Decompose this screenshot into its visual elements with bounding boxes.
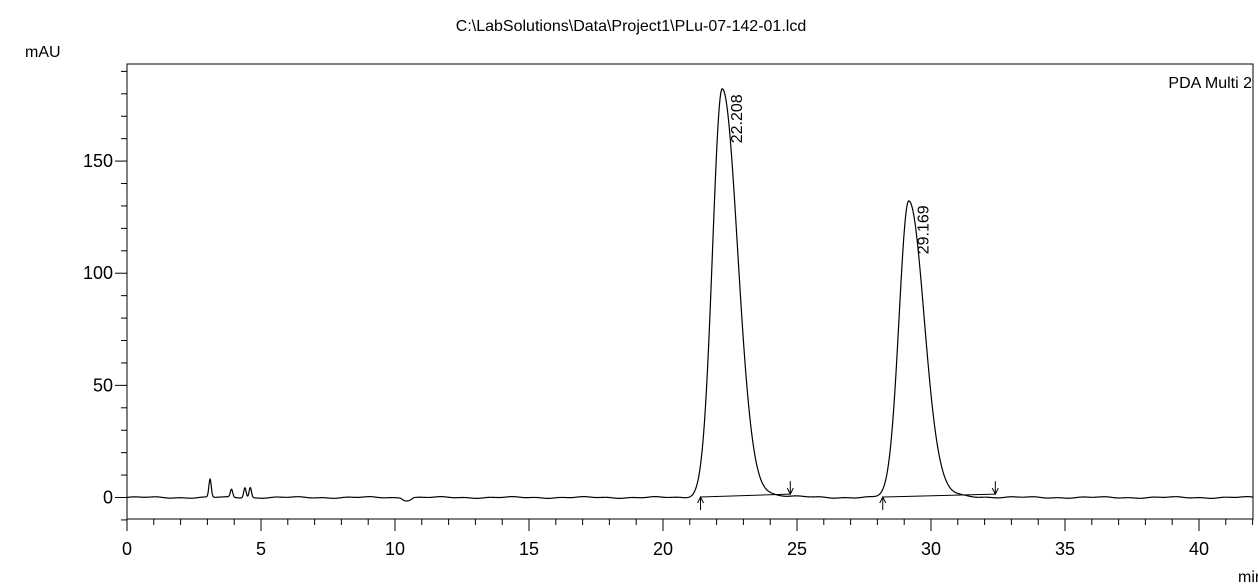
x-tick-label: 10 [385,539,405,559]
peak-end-arrowhead [786,487,794,496]
x-tick-label: 20 [653,539,673,559]
y-tick-label: 150 [83,151,113,171]
peak-label: 22.208 [729,94,746,143]
x-axis-label: min [1238,569,1258,586]
peak-end-arrowhead [991,487,999,496]
x-tick-label: 0 [122,539,132,559]
chromatogram-trace [126,88,1253,502]
x-tick-label: 40 [1189,539,1209,559]
axis-ticks: 0 5 10 15 20 25 30 35 40 0 50 100 150 [83,70,1254,559]
peak-start-arrowhead [879,495,887,504]
peak-baseline [882,493,996,498]
y-axis-label: mAU [25,44,61,61]
peak-markers: 22.208 29.169 [697,94,999,511]
x-tick-label: 30 [921,539,941,559]
peak-label: 29.169 [916,205,933,254]
y-tick-label: 0 [103,488,113,508]
peak-start-arrowhead [697,495,704,504]
chart-title: C:\LabSolutions\Data\Project1\PLu-07-142… [456,18,806,35]
y-tick-label: 100 [83,263,113,283]
x-tick-label: 25 [787,539,807,559]
x-tick-label: 15 [519,539,539,559]
peak-baseline [700,493,791,498]
x-tick-label: 5 [256,539,266,559]
plot-frame [126,63,1254,520]
legend-label: PDA Multi 2 [1168,75,1252,92]
x-tick-label: 35 [1055,539,1075,559]
y-tick-label: 50 [93,375,113,395]
trace-layer [126,88,1253,502]
